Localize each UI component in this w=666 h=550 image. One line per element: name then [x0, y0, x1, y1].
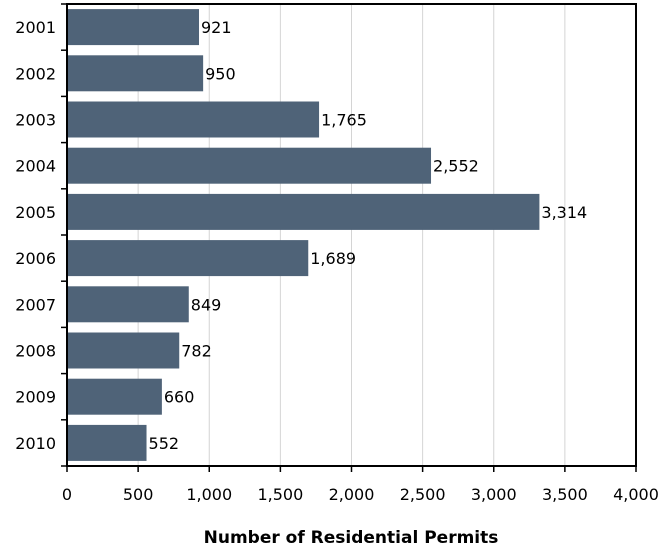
x-tick-label-6: 3,000 [471, 485, 517, 504]
bar-2010 [68, 424, 147, 461]
x-tick-label-7: 3,500 [542, 485, 588, 504]
x-tick-group: 0 500 1,000 1,500 2,000 2,500 3,000 3,500 4,000 [62, 466, 659, 504]
bar-2006 [68, 240, 309, 277]
data-label-2008: 782 [181, 342, 212, 361]
data-label-2005: 3,314 [541, 203, 587, 222]
category-label-2010: 2010 [15, 434, 56, 453]
data-label-2006: 1,689 [310, 249, 356, 268]
bar-2005 [68, 193, 540, 230]
category-label-2003: 2003 [15, 111, 56, 130]
category-label-group: 2001 2002 2003 2004 2005 2006 2007 2008 2009 2010 [15, 18, 56, 453]
category-label-2006: 2006 [15, 249, 56, 268]
x-tick-label-2: 1,000 [186, 485, 232, 504]
x-axis-title: Number of Residential Permits [204, 528, 499, 548]
x-tick-label-8: 4,000 [613, 485, 659, 504]
data-label-group: 921 950 1,765 2,552 3,314 1,689 849 782 660 552 [149, 18, 588, 453]
bar-2007 [68, 286, 189, 323]
x-tick-label-1: 500 [123, 485, 154, 504]
category-label-2004: 2004 [15, 157, 56, 176]
bar-2001 [68, 9, 200, 46]
data-label-2002: 950 [205, 64, 236, 83]
data-label-2004: 2,552 [433, 157, 479, 176]
data-label-2010: 552 [149, 434, 180, 453]
category-label-2008: 2008 [15, 342, 56, 361]
category-label-2005: 2005 [15, 203, 56, 222]
bar-2003 [68, 101, 320, 138]
x-tick-label-4: 2,000 [329, 485, 375, 504]
bar-2002 [68, 55, 204, 92]
x-tick-label-0: 0 [62, 485, 72, 504]
bar-2008 [68, 332, 180, 369]
x-tick-label-5: 2,500 [400, 485, 446, 504]
x-tick-label-3: 1,500 [257, 485, 303, 504]
data-label-2001: 921 [201, 18, 232, 37]
category-label-2001: 2001 [15, 18, 56, 37]
bar-2009 [68, 378, 162, 415]
category-label-2002: 2002 [15, 64, 56, 83]
bar-group [68, 9, 540, 461]
category-label-2009: 2009 [15, 388, 56, 407]
bar-2004 [68, 147, 432, 184]
data-label-2007: 849 [191, 295, 222, 314]
category-label-2007: 2007 [15, 295, 56, 314]
data-label-2009: 660 [164, 388, 195, 407]
data-label-2003: 1,765 [321, 111, 367, 130]
